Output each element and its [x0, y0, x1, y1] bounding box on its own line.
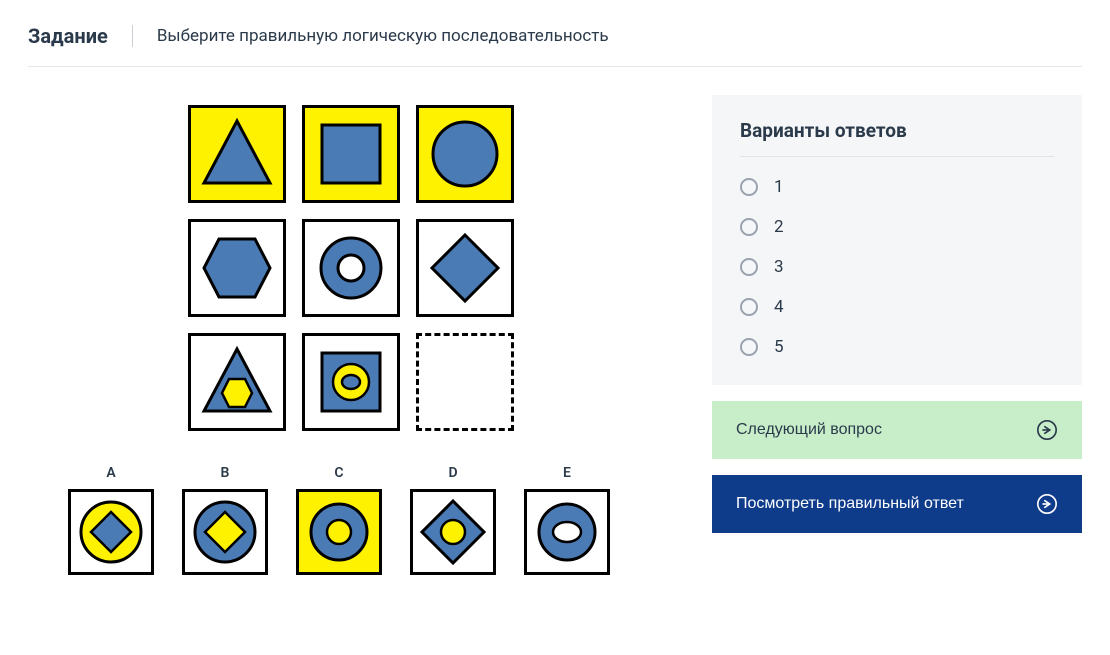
choice-letter: D — [448, 465, 457, 481]
choice-letter: A — [106, 465, 115, 481]
choice-cell — [68, 489, 154, 575]
diamond-icon — [426, 229, 504, 307]
answer-option-5[interactable]: 5 — [740, 327, 1054, 367]
answers-panel: Варианты ответов 1 2 3 4 5 — [712, 95, 1082, 385]
answer-option-3[interactable]: 3 — [740, 247, 1054, 287]
choice-a[interactable]: A — [68, 465, 154, 575]
answer-label: 1 — [774, 177, 784, 197]
choice-e[interactable]: E — [524, 465, 610, 575]
choice-cell — [524, 489, 610, 575]
radio-icon — [740, 298, 758, 316]
next-question-button[interactable]: Следующий вопрос — [712, 401, 1082, 459]
show-answer-button[interactable]: Посмотреть правильный ответ — [712, 475, 1082, 533]
choice-d[interactable]: D — [410, 465, 496, 575]
triangle-hexagon-icon — [198, 343, 276, 421]
square-icon — [312, 115, 390, 193]
choice-c[interactable]: C — [296, 465, 382, 575]
answer-option-2[interactable]: 2 — [740, 207, 1054, 247]
donut-ellipse-icon — [532, 497, 602, 567]
grid-cell — [188, 105, 286, 203]
grid-cell — [302, 219, 400, 317]
answer-label: 4 — [774, 297, 784, 317]
grid-cell — [188, 219, 286, 317]
grid-cell — [302, 105, 400, 203]
circle-diamond-icon — [190, 497, 260, 567]
grid-cell — [416, 105, 514, 203]
header: Задание Выберите правильную логическую п… — [28, 24, 1082, 67]
grid-cell — [302, 333, 400, 431]
arrow-right-circle-icon — [1036, 419, 1058, 441]
donut-icon — [304, 497, 374, 567]
radio-icon — [740, 258, 758, 276]
grid-cell — [188, 333, 286, 431]
arrow-right-circle-icon — [1036, 493, 1058, 515]
radio-icon — [740, 178, 758, 196]
choice-cell — [410, 489, 496, 575]
task-label: Задание — [28, 24, 108, 48]
choice-letter: E — [563, 465, 571, 481]
shape-grid — [188, 105, 672, 431]
header-divider — [132, 25, 133, 47]
question-area: A B C — [28, 95, 672, 575]
donut-icon — [312, 229, 390, 307]
show-answer-label: Посмотреть правильный ответ — [736, 495, 964, 513]
choice-cell — [182, 489, 268, 575]
radio-icon — [740, 218, 758, 236]
answer-option-4[interactable]: 4 — [740, 287, 1054, 327]
circle-icon — [426, 115, 504, 193]
sidebar: Варианты ответов 1 2 3 4 5 — [712, 95, 1082, 575]
next-button-label: Следующий вопрос — [736, 421, 882, 439]
answer-label: 3 — [774, 257, 784, 277]
answer-label: 2 — [774, 217, 784, 237]
circle-diamond-icon — [76, 497, 146, 567]
triangle-icon — [198, 115, 276, 193]
hexagon-icon — [198, 229, 276, 307]
answer-option-1[interactable]: 1 — [740, 167, 1054, 207]
radio-icon — [740, 338, 758, 356]
answer-label: 5 — [774, 337, 784, 357]
square-donut-icon — [312, 343, 390, 421]
choice-letter: B — [221, 465, 230, 481]
choice-b[interactable]: B — [182, 465, 268, 575]
answers-title: Варианты ответов — [740, 119, 1054, 142]
main-content: A B C — [28, 95, 1082, 575]
choice-cell — [296, 489, 382, 575]
choice-letter: C — [334, 465, 343, 481]
diamond-circle-icon — [418, 497, 488, 567]
task-subtitle: Выберите правильную логическую последова… — [157, 26, 609, 46]
choice-row: A B C — [68, 465, 672, 575]
grid-cell — [416, 219, 514, 317]
grid-cell-empty — [416, 333, 514, 431]
answers-divider — [740, 156, 1054, 157]
